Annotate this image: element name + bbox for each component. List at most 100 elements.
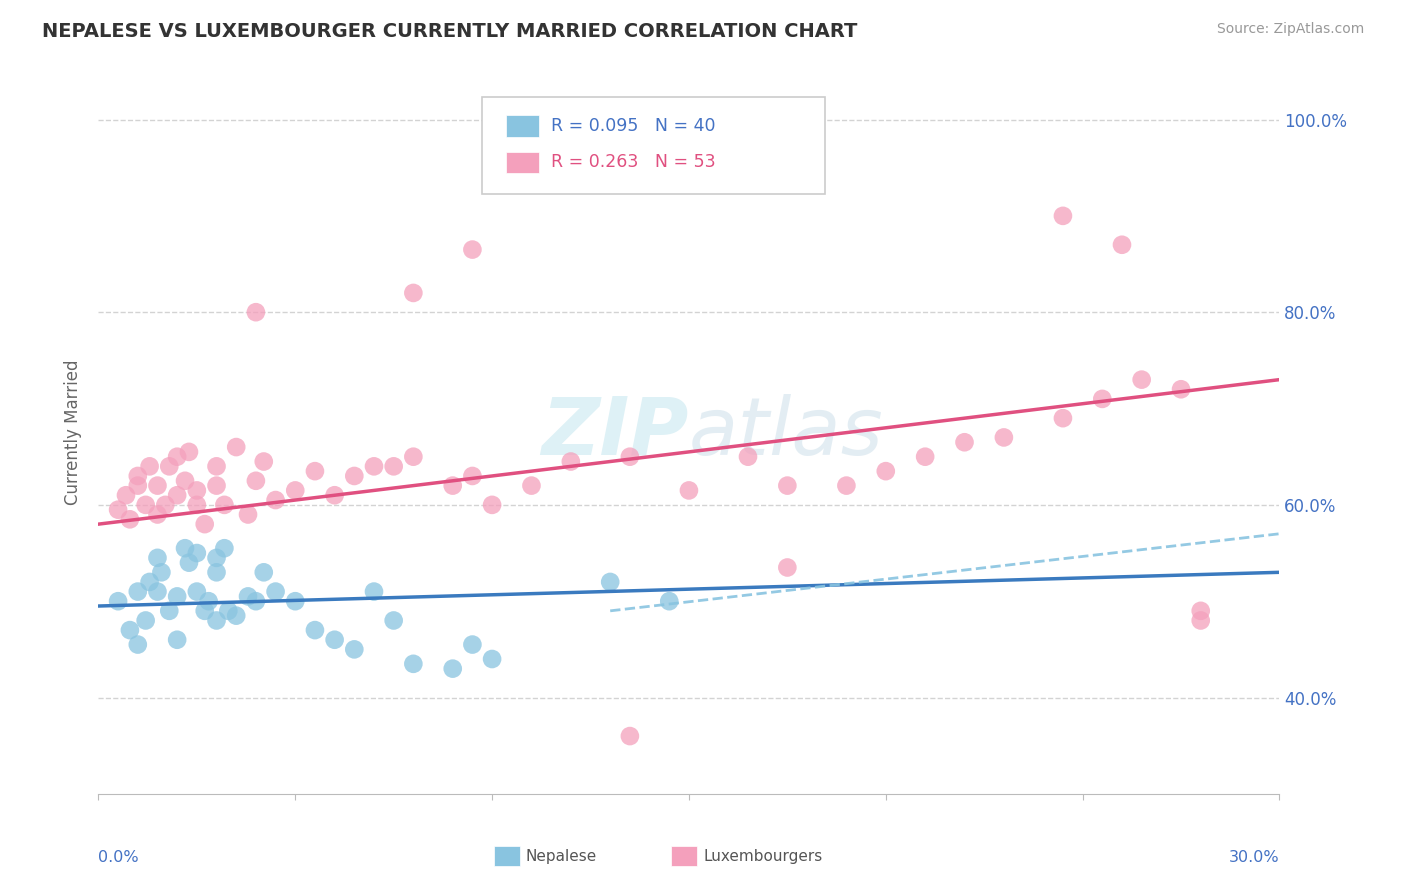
Point <box>186 546 208 560</box>
Text: Source: ZipAtlas.com: Source: ZipAtlas.com <box>1216 22 1364 37</box>
Point <box>157 604 180 618</box>
Point <box>236 508 259 522</box>
Point <box>135 498 157 512</box>
Point <box>343 469 366 483</box>
Point <box>304 623 326 637</box>
Point <box>1052 411 1074 425</box>
Point <box>138 574 160 589</box>
Point <box>481 498 503 512</box>
Y-axis label: Currently Married: Currently Married <box>65 359 83 506</box>
Text: NEPALESE VS LUXEMBOURGER CURRENTLY MARRIED CORRELATION CHART: NEPALESE VS LUXEMBOURGER CURRENTLY MARRI… <box>42 22 858 41</box>
Point <box>253 566 276 580</box>
Point <box>560 454 582 468</box>
Point <box>619 729 641 743</box>
Point <box>115 488 138 502</box>
Point <box>157 459 180 474</box>
Point <box>205 459 228 474</box>
Point <box>776 478 799 492</box>
Point <box>363 459 385 474</box>
Point <box>441 478 464 492</box>
Point <box>363 584 385 599</box>
Point <box>245 474 267 488</box>
Point <box>323 632 346 647</box>
Point <box>127 469 149 483</box>
Point <box>835 478 858 492</box>
Point <box>174 541 197 556</box>
Point <box>205 566 228 580</box>
Point <box>214 541 236 556</box>
Point <box>323 488 346 502</box>
Point <box>155 498 177 512</box>
Point <box>205 614 228 628</box>
Point <box>619 450 641 464</box>
Point <box>205 550 228 565</box>
FancyBboxPatch shape <box>506 152 538 173</box>
Point <box>118 512 141 526</box>
Point <box>382 459 405 474</box>
FancyBboxPatch shape <box>494 846 520 866</box>
Point <box>166 450 188 464</box>
Point <box>402 450 425 464</box>
Point <box>343 642 366 657</box>
Point <box>1130 373 1153 387</box>
Point <box>127 584 149 599</box>
Point <box>146 584 169 599</box>
Text: atlas: atlas <box>689 393 884 472</box>
Point <box>217 604 239 618</box>
Point <box>107 594 129 608</box>
Point <box>138 459 160 474</box>
Point <box>264 493 287 508</box>
Text: Luxembourgers: Luxembourgers <box>703 848 823 863</box>
Point <box>166 488 188 502</box>
Point <box>245 594 267 608</box>
Point <box>253 454 276 468</box>
Point <box>177 556 200 570</box>
Point <box>127 478 149 492</box>
Point <box>166 632 188 647</box>
Point <box>214 498 236 512</box>
Point <box>146 478 169 492</box>
Point <box>875 464 897 478</box>
Point <box>1111 237 1133 252</box>
Point <box>135 614 157 628</box>
FancyBboxPatch shape <box>482 96 825 194</box>
Point <box>461 469 484 483</box>
Point <box>461 638 484 652</box>
Text: 0.0%: 0.0% <box>98 850 139 864</box>
Point <box>461 243 484 257</box>
Point <box>194 604 217 618</box>
Point <box>174 474 197 488</box>
Point <box>776 560 799 574</box>
Point <box>520 478 543 492</box>
Point <box>146 550 169 565</box>
Point <box>441 662 464 676</box>
Point <box>264 584 287 599</box>
Text: Nepalese: Nepalese <box>526 848 598 863</box>
Point <box>186 584 208 599</box>
Point <box>402 285 425 300</box>
Point <box>225 440 247 454</box>
Point <box>127 638 149 652</box>
Point <box>382 614 405 628</box>
Point <box>236 590 259 604</box>
Point <box>118 623 141 637</box>
Point <box>914 450 936 464</box>
Text: R = 0.263   N = 53: R = 0.263 N = 53 <box>551 153 716 171</box>
Point <box>1052 209 1074 223</box>
Text: ZIP: ZIP <box>541 393 689 472</box>
Point <box>166 590 188 604</box>
Point <box>225 608 247 623</box>
Point <box>481 652 503 666</box>
Point <box>1189 614 1212 628</box>
Point <box>1189 604 1212 618</box>
Point <box>737 450 759 464</box>
Point <box>658 594 681 608</box>
FancyBboxPatch shape <box>671 846 697 866</box>
Point <box>284 483 307 498</box>
Point <box>599 574 621 589</box>
Point <box>186 498 208 512</box>
Point <box>993 430 1015 444</box>
Point <box>197 594 219 608</box>
Point <box>953 435 976 450</box>
Point <box>205 478 228 492</box>
